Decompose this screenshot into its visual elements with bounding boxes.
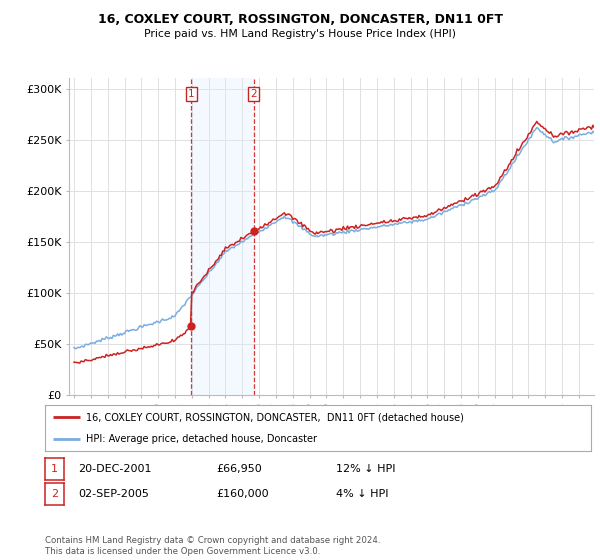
Text: Contains HM Land Registry data © Crown copyright and database right 2024.
This d: Contains HM Land Registry data © Crown c… (45, 536, 380, 556)
Text: 02-SEP-2005: 02-SEP-2005 (78, 489, 149, 499)
Text: 4% ↓ HPI: 4% ↓ HPI (336, 489, 389, 499)
Text: £66,950: £66,950 (216, 464, 262, 474)
Text: 2: 2 (250, 88, 257, 99)
Text: 1: 1 (188, 88, 194, 99)
Text: 20-DEC-2001: 20-DEC-2001 (78, 464, 151, 474)
Text: HPI: Average price, detached house, Doncaster: HPI: Average price, detached house, Donc… (86, 435, 317, 444)
Text: 16, COXLEY COURT, ROSSINGTON, DONCASTER,  DN11 0FT (detached house): 16, COXLEY COURT, ROSSINGTON, DONCASTER,… (86, 412, 464, 422)
Text: 2: 2 (51, 489, 58, 499)
Bar (191, 78, 254, 395)
Text: 12% ↓ HPI: 12% ↓ HPI (336, 464, 395, 474)
Text: 1: 1 (51, 464, 58, 474)
Text: Price paid vs. HM Land Registry's House Price Index (HPI): Price paid vs. HM Land Registry's House … (144, 29, 456, 39)
Text: 16, COXLEY COURT, ROSSINGTON, DONCASTER, DN11 0FT: 16, COXLEY COURT, ROSSINGTON, DONCASTER,… (97, 13, 503, 26)
Text: £160,000: £160,000 (216, 489, 269, 499)
